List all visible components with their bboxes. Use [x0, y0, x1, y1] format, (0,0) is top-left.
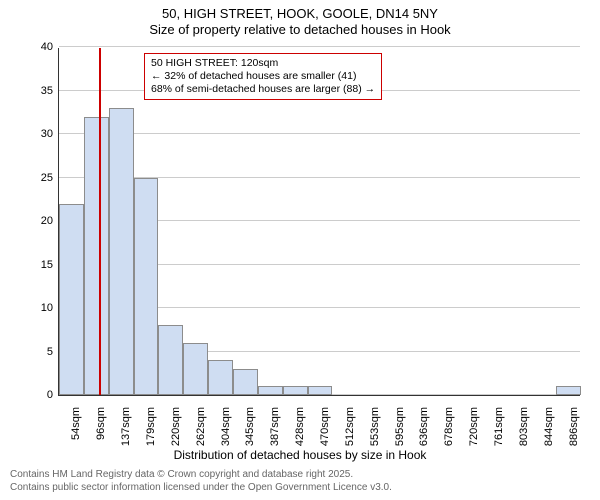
y-tick-label: 10 [41, 302, 53, 314]
x-tick-label: 220sqm [170, 407, 182, 446]
x-tick-label: 844sqm [543, 407, 555, 446]
y-tick-label: 0 [47, 389, 53, 401]
histogram-bar [258, 386, 283, 395]
x-tick-label: 54sqm [70, 407, 82, 440]
histogram-bar [308, 386, 333, 395]
y-tick-label: 20 [41, 215, 53, 227]
x-tick-label: 720sqm [468, 407, 480, 446]
marker-annotation: 50 HIGH STREET: 120sqm ← 32% of detached… [144, 53, 382, 100]
histogram-bar [233, 369, 258, 395]
x-tick-label: 304sqm [220, 407, 232, 446]
x-tick-label: 470sqm [319, 407, 331, 446]
histogram-bar [183, 343, 208, 395]
title-line-2: Size of property relative to detached ho… [0, 22, 600, 38]
title-line-1: 50, HIGH STREET, HOOK, GOOLE, DN14 5NY [0, 6, 600, 22]
x-tick-label: 262sqm [195, 407, 207, 446]
x-tick-label: 512sqm [344, 407, 356, 446]
x-tick-label: 595sqm [394, 407, 406, 446]
y-tick-label: 25 [41, 172, 53, 184]
gridline [59, 46, 580, 47]
x-tick-label: 886sqm [568, 407, 580, 446]
x-tick-label: 678sqm [443, 407, 455, 446]
y-tick-label: 35 [41, 85, 53, 97]
annot-line-3: 68% of semi-detached houses are larger (… [151, 83, 375, 96]
footer-line-1: Contains HM Land Registry data © Crown c… [10, 469, 392, 482]
histogram-bar [109, 108, 134, 395]
histogram-bar [134, 178, 159, 396]
gridline [59, 133, 580, 134]
x-tick-label: 179sqm [145, 407, 157, 446]
x-tick-label: 428sqm [294, 407, 306, 446]
y-tick-label: 40 [41, 41, 53, 53]
histogram-bar [283, 386, 308, 395]
annot-line-2: ← 32% of detached houses are smaller (41… [151, 70, 375, 83]
histogram-bar [59, 204, 84, 395]
plot-area: 051015202530354054sqm96sqm137sqm179sqm22… [58, 48, 580, 396]
y-tick-label: 5 [47, 346, 53, 358]
annot-line-1: 50 HIGH STREET: 120sqm [151, 57, 375, 70]
histogram-bar [84, 117, 109, 395]
histogram-bar [208, 360, 233, 395]
x-axis-label: Distribution of detached houses by size … [174, 448, 427, 462]
histogram-bar [556, 386, 581, 395]
chart-title: 50, HIGH STREET, HOOK, GOOLE, DN14 5NY S… [0, 0, 600, 39]
x-tick-label: 553sqm [369, 407, 381, 446]
x-tick-label: 803sqm [518, 407, 530, 446]
y-tick-label: 15 [41, 259, 53, 271]
chart-container: 50, HIGH STREET, HOOK, GOOLE, DN14 5NY S… [0, 0, 600, 500]
y-tick-label: 30 [41, 128, 53, 140]
x-tick-label: 761sqm [493, 407, 505, 446]
x-tick-label: 387sqm [269, 407, 281, 446]
x-tick-label: 345sqm [244, 407, 256, 446]
property-marker-line [99, 48, 101, 395]
footer-attribution: Contains HM Land Registry data © Crown c… [10, 469, 392, 494]
x-tick-label: 137sqm [120, 407, 132, 446]
histogram-bar [158, 325, 183, 395]
x-tick-label: 636sqm [418, 407, 430, 446]
footer-line-2: Contains public sector information licen… [10, 482, 392, 495]
x-tick-label: 96sqm [95, 407, 107, 440]
